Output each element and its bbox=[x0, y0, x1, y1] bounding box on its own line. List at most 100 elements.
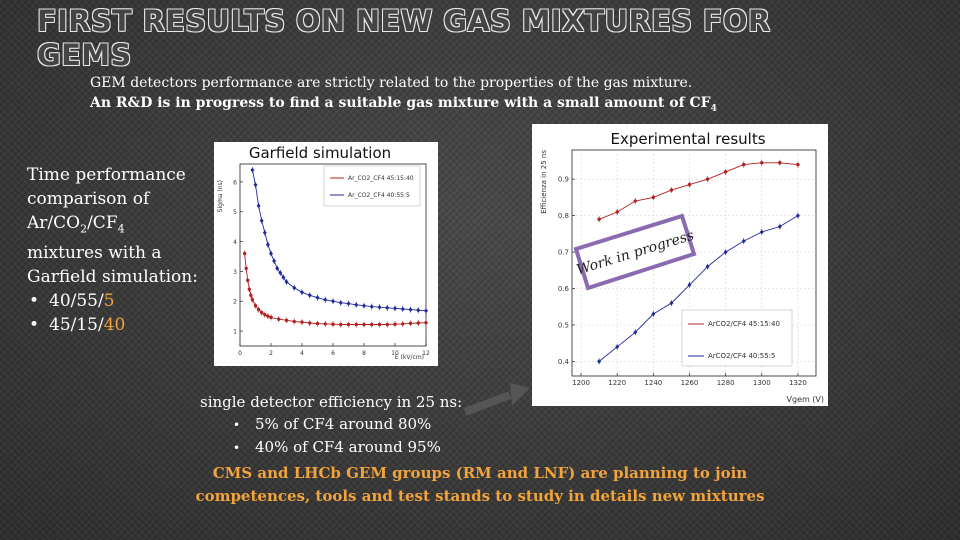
y-tick-label: 1 bbox=[233, 329, 237, 336]
x-tick-label: 12 bbox=[422, 350, 430, 357]
data-point bbox=[385, 322, 389, 327]
bullet: • bbox=[29, 291, 40, 312]
garfield-series bbox=[242, 166, 428, 328]
data-point bbox=[250, 298, 255, 302]
data-point bbox=[308, 321, 312, 325]
data-point bbox=[307, 292, 312, 298]
x-tick-label: 1200 bbox=[572, 379, 590, 387]
bullet: • bbox=[233, 418, 241, 432]
data-point bbox=[369, 304, 374, 310]
data-point bbox=[354, 302, 359, 308]
data-point bbox=[277, 317, 281, 321]
note-line-1: CMS and LHCb GEM groups (RM and LNF) are… bbox=[212, 464, 748, 482]
data-point bbox=[362, 303, 366, 309]
gas-co2-sub: 2 bbox=[80, 222, 88, 236]
mixture-item: • 45/15/40 bbox=[27, 313, 207, 337]
data-point bbox=[759, 229, 764, 235]
data-point bbox=[346, 322, 351, 327]
data-point bbox=[265, 242, 270, 247]
data-point bbox=[323, 297, 328, 303]
data-point bbox=[377, 304, 382, 310]
exp-legend-1: ArCO2/CF4 45:15:40 bbox=[708, 320, 780, 328]
y-tick-label: 0.8 bbox=[558, 212, 569, 220]
data-point bbox=[247, 287, 251, 292]
garfield-legend: Ar_CO2_CF4 45:15:40 Ar_CO2_CF4 40:55:5 bbox=[323, 165, 421, 207]
exp-x-label: Vgem (V) bbox=[786, 395, 824, 404]
data-point bbox=[292, 285, 297, 291]
garfield-y-label: Sigma (ns) bbox=[217, 180, 224, 212]
efficiency-item-text: 5% of CF4 around 80% bbox=[255, 415, 432, 433]
data-point bbox=[338, 300, 343, 306]
efficiency-item-text: 40% of CF4 around 95% bbox=[255, 438, 441, 456]
left-line-2: comparison of bbox=[27, 189, 150, 209]
exp-title: Experimental results bbox=[610, 130, 765, 148]
garfield-chart: Garfield simulation Sigma (ns) E (kV/cm)… bbox=[214, 142, 438, 366]
data-point bbox=[705, 264, 710, 270]
y-tick-label: 3 bbox=[233, 269, 237, 276]
data-point bbox=[249, 293, 253, 297]
y-tick-label: 0.5 bbox=[558, 321, 569, 329]
data-point bbox=[795, 213, 800, 219]
garfield-chart-svg: Garfield simulation Sigma (ns) E (kV/cm)… bbox=[217, 144, 430, 361]
data-point bbox=[266, 314, 270, 318]
experimental-chart-svg: Experimental results Efficienza in 25 ns… bbox=[540, 130, 824, 404]
data-point bbox=[331, 322, 335, 326]
bullet: • bbox=[29, 315, 40, 336]
x-tick-label: 1240 bbox=[644, 379, 662, 387]
data-point bbox=[250, 167, 255, 173]
intro-line-2: An R&D is in progress to find a suitable… bbox=[90, 93, 717, 119]
exp-series bbox=[597, 159, 800, 365]
exp-axes: 1200 1220 1240 1260 1280 1300 1320 0.4 0.5 0.6 0.7… bbox=[558, 149, 817, 387]
data-point bbox=[651, 311, 656, 317]
y-tick-label: 0.4 bbox=[558, 358, 570, 366]
data-point bbox=[315, 321, 320, 326]
data-point bbox=[401, 322, 405, 326]
data-point bbox=[323, 322, 327, 326]
intro-line-2-main: An R&D is in progress to find a suitable… bbox=[90, 95, 711, 111]
gas-ar: Ar/CO bbox=[27, 213, 81, 233]
data-point bbox=[259, 218, 264, 224]
x-tick-label: 1320 bbox=[789, 379, 807, 387]
x-tick-label: 1220 bbox=[608, 379, 626, 387]
data-point bbox=[315, 295, 320, 301]
data-point bbox=[416, 321, 420, 325]
data-point bbox=[275, 266, 280, 271]
efficiency-heading: single detector efficiency in 25 ns: bbox=[200, 393, 463, 411]
data-point bbox=[262, 230, 267, 236]
data-point bbox=[424, 308, 428, 314]
data-point bbox=[354, 322, 358, 327]
garfield-x-label: E (kV/cm) bbox=[395, 354, 424, 361]
arrow-head bbox=[510, 383, 530, 406]
data-point bbox=[651, 195, 656, 200]
data-point bbox=[597, 217, 601, 221]
left-line-3: mixtures with a bbox=[27, 243, 162, 264]
x-tick-label: 1260 bbox=[681, 379, 699, 387]
y-tick-label: 6 bbox=[233, 179, 237, 186]
efficiency-item: • 5% of CF4 around 80% bbox=[200, 413, 462, 436]
data-point bbox=[741, 238, 746, 244]
efficiency-item: • 40% of CF4 around 95% bbox=[200, 436, 462, 459]
y-tick-label: 0.9 bbox=[558, 176, 569, 184]
data-point bbox=[669, 188, 674, 192]
data-point bbox=[742, 162, 746, 167]
x-tick-label: 1300 bbox=[753, 379, 771, 387]
data-point bbox=[263, 312, 267, 317]
garfield-legend-2: Ar_CO2_CF4 40:55:5 bbox=[348, 192, 410, 199]
y-tick-label: 4 bbox=[233, 239, 237, 246]
data-point bbox=[362, 322, 366, 327]
gas-slash: /CF bbox=[87, 213, 118, 233]
data-point bbox=[278, 270, 283, 276]
data-point bbox=[633, 199, 637, 203]
x-tick-label: 0 bbox=[238, 350, 242, 357]
data-point bbox=[687, 282, 692, 288]
data-point bbox=[272, 258, 277, 264]
data-point bbox=[260, 310, 264, 315]
garfield-legend-1: Ar_CO2_CF4 45:15:40 bbox=[348, 175, 414, 182]
data-point bbox=[615, 344, 620, 350]
intro-line-1: GEM detectors performance are strictly r… bbox=[90, 75, 693, 91]
data-point bbox=[796, 162, 800, 167]
data-point bbox=[633, 329, 638, 335]
pointer-arrow bbox=[463, 383, 530, 416]
experimental-chart: Experimental results Efficienza in 25 ns… bbox=[532, 124, 828, 406]
